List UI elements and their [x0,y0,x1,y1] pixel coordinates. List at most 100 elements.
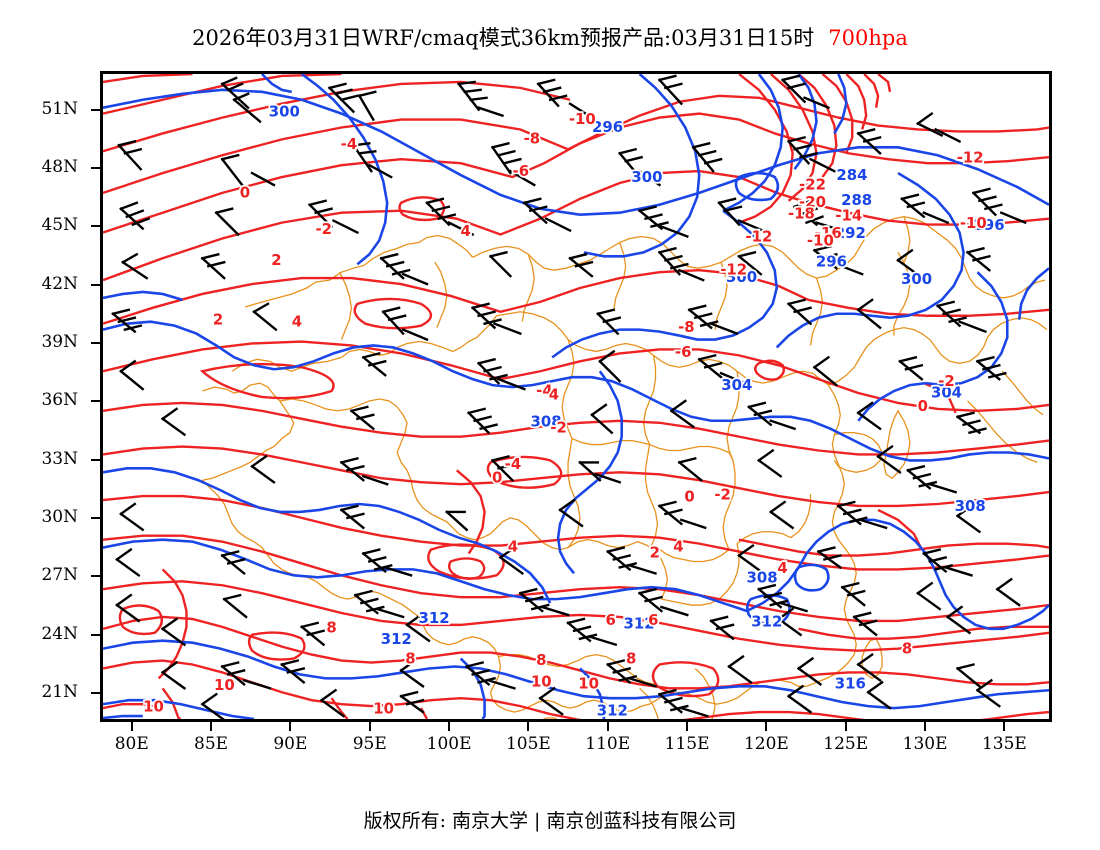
latitude-tick [91,400,100,403]
temperature-contour-label: -8 [678,318,695,336]
longitude-tick-label: 130E [902,734,948,754]
longitude-tick [844,722,847,731]
latitude-tick-label: 48N [41,157,78,178]
temperature-contour-label: -18 [788,205,815,223]
temperature-contour-label: 4 [673,538,683,556]
temperature-contour-label: 10 [143,697,164,715]
longitude-tick-label: 80E [114,734,149,754]
temperature-contour-label: 4 [549,386,559,404]
longitude-tick-label: 125E [823,734,869,754]
temperature-contour-label: -10 [960,214,987,232]
longitude-tick [527,722,530,731]
footer-separator: | [534,810,541,832]
longitude-tick [765,722,768,731]
height-contour-label: 300 [726,268,757,286]
temperature-contour-label: 0 [684,488,694,506]
latitude-tick [91,167,100,170]
chart-title: 2026年03月31日WRF/cmaq模式36km预报产品:03月31日15时 7… [0,22,1100,52]
temperature-contour-label: 10 [531,672,552,690]
height-contour-layer [103,74,1049,719]
longitude-tick-label: 120E [743,734,789,754]
latitude-tick [91,283,100,286]
longitude-tick [606,722,609,731]
height-contour-label: 296 [974,216,1005,234]
temperature-contour-label: 10 [373,699,394,717]
latitude-tick [91,108,100,111]
temperature-contour-label: -6 [675,343,692,361]
longitude-tick [368,722,371,731]
temperature-contour-label: 10 [214,676,235,694]
height-contour-label: 296 [816,253,847,271]
latitude-tick [91,516,100,519]
height-contour-label: 308 [746,568,777,586]
temperature-contour-label: 0 [492,468,502,486]
longitude-tick-label: 100E [426,734,472,754]
longitude-tick-label: 105E [505,734,551,754]
height-contour-label: 312 [381,630,412,648]
temperature-contour-label: 10 [578,674,599,692]
temperature-contour-label: -4 [505,455,522,473]
latitude-tick-label: 27N [41,565,78,586]
longitude-tick [210,722,213,731]
temperature-contour-label: -2 [938,372,955,390]
longitude-tick-label: 115E [664,734,710,754]
temperature-contour-label: -12 [745,228,772,246]
height-contour-label: 316 [835,674,866,692]
wind-barb-layer [111,74,1027,719]
temperature-contour-label: -16 [815,224,842,242]
temperature-contour-label: 2 [650,543,660,561]
temperature-contour-label: -2 [315,220,332,238]
height-contour-label: 288 [841,191,872,209]
height-contour-label: 312 [419,609,450,627]
temperature-contour-label: 0 [240,183,250,201]
height-contour-label: 304 [721,376,752,394]
temperature-contour-label: -4 [536,382,553,400]
longitude-tick [1003,722,1006,731]
height-contour-label: 296 [592,118,623,136]
latitude-tick [91,691,100,694]
temperature-contour-label: 8 [626,649,636,667]
height-contour-label: 284 [836,166,867,184]
longitude-tick [130,722,133,731]
height-contour-label: 312 [624,615,655,633]
map-plot-area: 300 296 300 284 288 292 296 296 300 300 304 304 308 3… [100,71,1052,722]
temperature-contour-label: -14 [835,206,862,224]
latitude-tick-label: 51N [41,98,78,119]
title-main-text: 2026年03月31日WRF/cmaq模式36km预报产品:03月31日15时 [192,26,815,50]
height-contour-label: 312 [597,701,628,719]
copyright-owner-text: 版权所有: 南京大学 [363,810,529,832]
height-contour-label: 308 [955,497,986,515]
temperature-contour-label: 2 [271,251,281,269]
temperature-contour-label: 6 [648,611,658,629]
latitude-tick [91,225,100,228]
longitude-tick [924,722,927,731]
company-name-text: 南京创蓝科技有限公司 [546,810,737,832]
latitude-tick-label: 24N [41,623,78,644]
longitude-tick-label: 95E [352,734,387,754]
temperature-contour-label: -12 [720,260,747,278]
height-contour-label: 300 [269,103,300,121]
temperature-contour-label: 4 [460,222,470,240]
latitude-tick [91,633,100,636]
temperature-contour-label: 8 [902,640,912,658]
latitude-tick-label: 42N [41,273,78,294]
temperature-contour-label: -10 [807,232,834,250]
height-contour-label: 308 [530,413,561,431]
longitude-tick [448,722,451,731]
latitude-tick [91,342,100,345]
temperature-contour-layer [103,74,1049,719]
temperature-contour-label: 8 [326,619,336,637]
temperature-contour-label: 6 [605,611,615,629]
title-level-text: 700hpa [828,26,908,50]
temperature-contour-label: -10 [569,110,596,128]
latitude-tick-label: 45N [41,215,78,236]
longitude-tick-label: 110E [585,734,631,754]
longitude-tick [686,722,689,731]
height-contour-label: 312 [751,613,782,631]
longitude-tick-label: 90E [273,734,308,754]
temperature-contour-label: 8 [405,649,415,667]
latitude-tick-label: 33N [41,448,78,469]
